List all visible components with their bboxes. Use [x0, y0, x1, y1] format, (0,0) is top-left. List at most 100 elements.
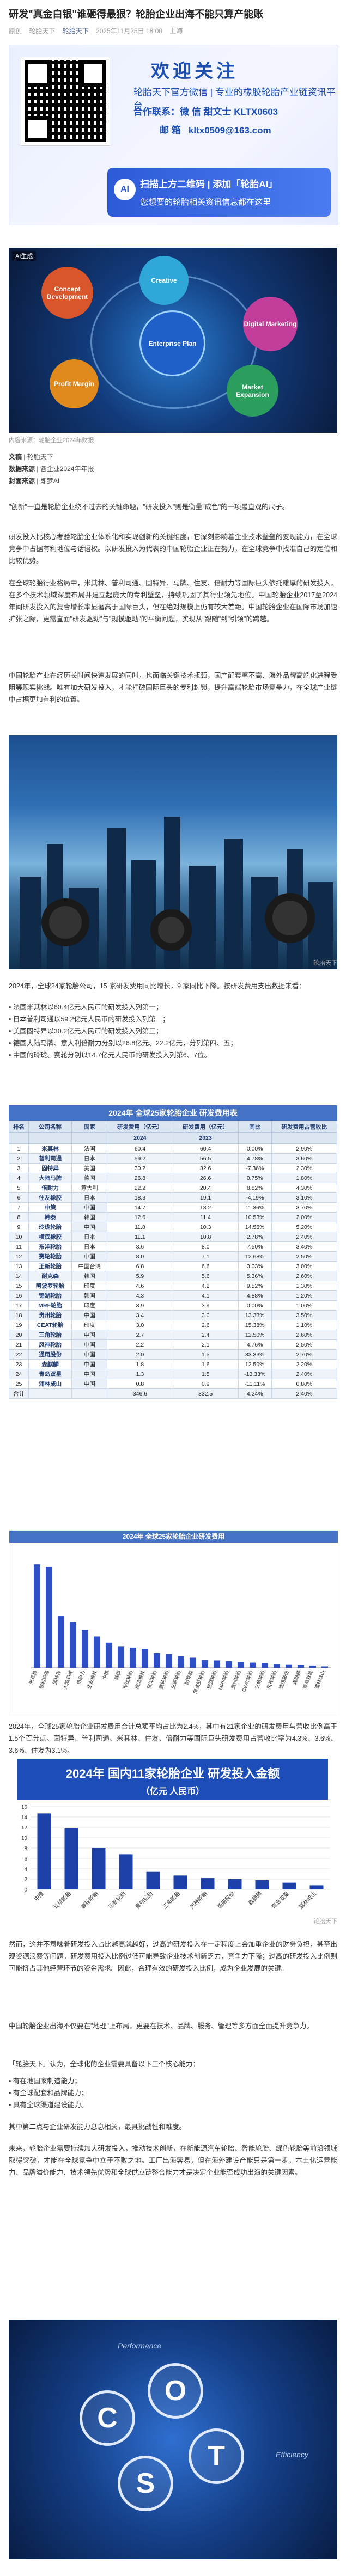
chart2-tick-label: 三角轮胎 — [161, 1890, 181, 1910]
chart2-title: 2024年 国内11家轮胎企业 研发投入金额 — [65, 1767, 280, 1780]
paragraph-8: 中国轮胎企业出海不仅要在"地理"上布局，更要在技术、品牌、服务、管理等多方面全面… — [9, 2022, 313, 2030]
ai-assistant-strip[interactable]: AI 扫描上方二维码 | 添加「轮胎AI」 您想要的轮胎相关资讯信息都在这里 — [107, 168, 331, 217]
chart1-tick-label: 风神轮胎 — [265, 1669, 278, 1690]
table-cell: 森麒麟 — [28, 1359, 72, 1369]
table-cell: 2.50% — [271, 1251, 338, 1262]
table-cell: 浦林成山 — [28, 1379, 72, 1389]
table-cell: 阿波罗轮胎 — [28, 1281, 72, 1291]
table-cell: 3.00% — [271, 1261, 338, 1271]
chart1-bar — [261, 1663, 269, 1668]
byline-data-label: 数据来源 — [9, 465, 35, 473]
table-cell: 0.80% — [271, 1379, 338, 1389]
table-cell: 5.20% — [271, 1222, 338, 1232]
table-cell: 15 — [9, 1281, 29, 1291]
table-cell: 20.4 — [172, 1183, 239, 1193]
source-link[interactable]: 轮胎天下 — [62, 27, 89, 35]
hero-image: AI生成 Concept Development Creative Enterp… — [9, 248, 337, 433]
chart2-bar — [119, 1854, 133, 1889]
cost-letter-t: T — [189, 2428, 244, 2484]
chart1-bar — [57, 1616, 65, 1668]
table-row: 13 正新轮胎 中国台湾 6.8 6.6 3.03% 3.00% — [9, 1261, 338, 1271]
th-company: 公司名称 — [28, 1121, 72, 1133]
table-cell: 3.50% — [271, 1310, 338, 1320]
table-cell: 贵州轮胎 — [28, 1310, 72, 1320]
table-row: 2 普利司通 日本 59.2 56.5 4.78% 3.60% — [9, 1153, 338, 1164]
byline-text-value: 轮胎天下 — [27, 453, 53, 461]
table-cell: 14.56% — [238, 1222, 272, 1232]
table-cell: 2.1 — [172, 1339, 239, 1350]
th-sub-6 — [271, 1132, 338, 1144]
chart1-bar — [189, 1657, 197, 1668]
table-cell: 6.6 — [172, 1261, 239, 1271]
qr-code-image[interactable] — [21, 57, 110, 145]
chart2-bar — [37, 1813, 51, 1889]
table-cell: 韩国 — [71, 1212, 108, 1222]
table-cell: 13.2 — [172, 1202, 239, 1213]
chart1-bar — [45, 1566, 53, 1668]
chart2-tick-label: 中策 — [33, 1890, 45, 1902]
th-sub-0 — [9, 1132, 29, 1144]
table-cell: 中国 — [71, 1222, 108, 1232]
table-row: 15 阿波罗轮胎 印度 4.6 4.2 9.52% 1.30% — [9, 1281, 338, 1291]
follow-banner: 欢迎关注 轮胎天下官方微信 | 专业的橡胶轮胎产业链资讯平台 合作联系：微 信 … — [9, 45, 338, 225]
table-row: 9 玲珑轮胎 中国 11.8 10.3 14.56% 5.20% — [9, 1222, 338, 1232]
th-sub-2 — [71, 1132, 108, 1144]
email-label: 邮 箱 — [160, 125, 181, 136]
chart2-tick-label: 贵州轮胎 — [134, 1890, 154, 1910]
table-row: 16 锦湖轮胎 韩国 4.3 4.1 4.88% 1.20% — [9, 1290, 338, 1301]
bullet-2: 日本普利司通以59.2亿元人民币的研发投入列第二； — [9, 1014, 337, 1025]
table-cell: 2 — [9, 1153, 29, 1164]
table-cell: 19 — [9, 1320, 29, 1330]
chart1-tick-label: 森麒麟 — [291, 1669, 302, 1685]
table-cell: 印度 — [71, 1281, 108, 1291]
chart2-bar — [173, 1875, 187, 1889]
chart1-tick-label: 通用股份 — [277, 1669, 290, 1690]
table-cell: 印度 — [71, 1320, 108, 1330]
table-row: 4 大陆马牌 德国 26.8 26.6 0.75% 1.80% — [9, 1173, 338, 1183]
chart1-bar — [237, 1662, 245, 1668]
paragraph-3: 在全球轮胎行业格局中，米其林、普利司通、固特异、马牌、住友、倍耐力等国际巨头依托… — [9, 579, 337, 623]
table-cell: 8.0 — [107, 1251, 173, 1262]
table-row: 22 通用股份 中国 2.0 1.5 33.33% 2.70% — [9, 1349, 338, 1360]
original-tag: 原创 — [9, 27, 22, 35]
table-cell: 赛轮轮胎 — [28, 1251, 72, 1262]
ai-generated-tag: AI生成 — [12, 251, 37, 261]
table-cell: 东洋轮胎 — [28, 1241, 72, 1252]
table-cell: 横滨橡胶 — [28, 1232, 72, 1242]
byline-text-label: 文稿 — [9, 453, 22, 461]
bullet-8: 具有全球渠道建设能力。 — [9, 2100, 337, 2110]
chart2-watermark: 轮胎天下 — [313, 1918, 337, 1925]
table-cell: 2.90% — [271, 1143, 338, 1154]
bubble-digital-marketing: Digital Marketing — [243, 297, 298, 351]
chart1-tick-label: 韩泰 — [113, 1669, 122, 1681]
ai-logo-icon: AI — [114, 179, 136, 200]
bubble-concept: Concept Development — [41, 267, 93, 319]
city-tire-image — [9, 735, 337, 969]
chart1-bar — [129, 1647, 137, 1668]
table-cell: 1.10% — [271, 1320, 338, 1330]
table-cell: 23 — [9, 1359, 29, 1369]
table-cell: 0.9 — [172, 1379, 239, 1389]
table-cell: -11.11% — [238, 1379, 272, 1389]
table-title: 2024年 全球25家轮胎企业 研发费用表 — [9, 1105, 337, 1121]
chart2-tick-label: 浦林成山 — [298, 1890, 318, 1910]
chart2-ytick-label: 12 — [21, 1825, 28, 1831]
chart2-bar — [282, 1882, 296, 1889]
chart2-ytick-label: 14 — [21, 1815, 28, 1821]
table-cell: CEAT轮胎 — [28, 1320, 72, 1330]
table-cell: 中国 — [71, 1379, 108, 1389]
table-cell: 4.3 — [107, 1290, 173, 1301]
byline-data: 数据来源 | 各企业2024年年报 — [9, 465, 94, 473]
table-cell: 中国 — [71, 1359, 108, 1369]
chart1-bar — [117, 1646, 125, 1668]
table-cell: 1.20% — [271, 1290, 338, 1301]
table-cell: 17 — [9, 1300, 29, 1311]
chart1-bar — [177, 1656, 185, 1668]
wechat-contact: 合作联系：微 信 甜文士 KLTX0603 — [133, 104, 278, 118]
bullet-3: 美国固特异以30.2亿元人民币的研发投入列第三； — [9, 1026, 337, 1037]
chart1-svg: 米其林 普利司通 固特异 大陆马牌 倍耐力 住友橡胶 中策 韩泰 玲珑轮胎 横滨橡胶 东洋轮胎 赛轮轮… — [27, 1564, 331, 1694]
th-sub-1 — [28, 1132, 72, 1144]
chart1-bar — [297, 1665, 305, 1668]
table-cell: 6.8 — [107, 1261, 173, 1271]
table-cell: 耐克森 — [28, 1271, 72, 1281]
